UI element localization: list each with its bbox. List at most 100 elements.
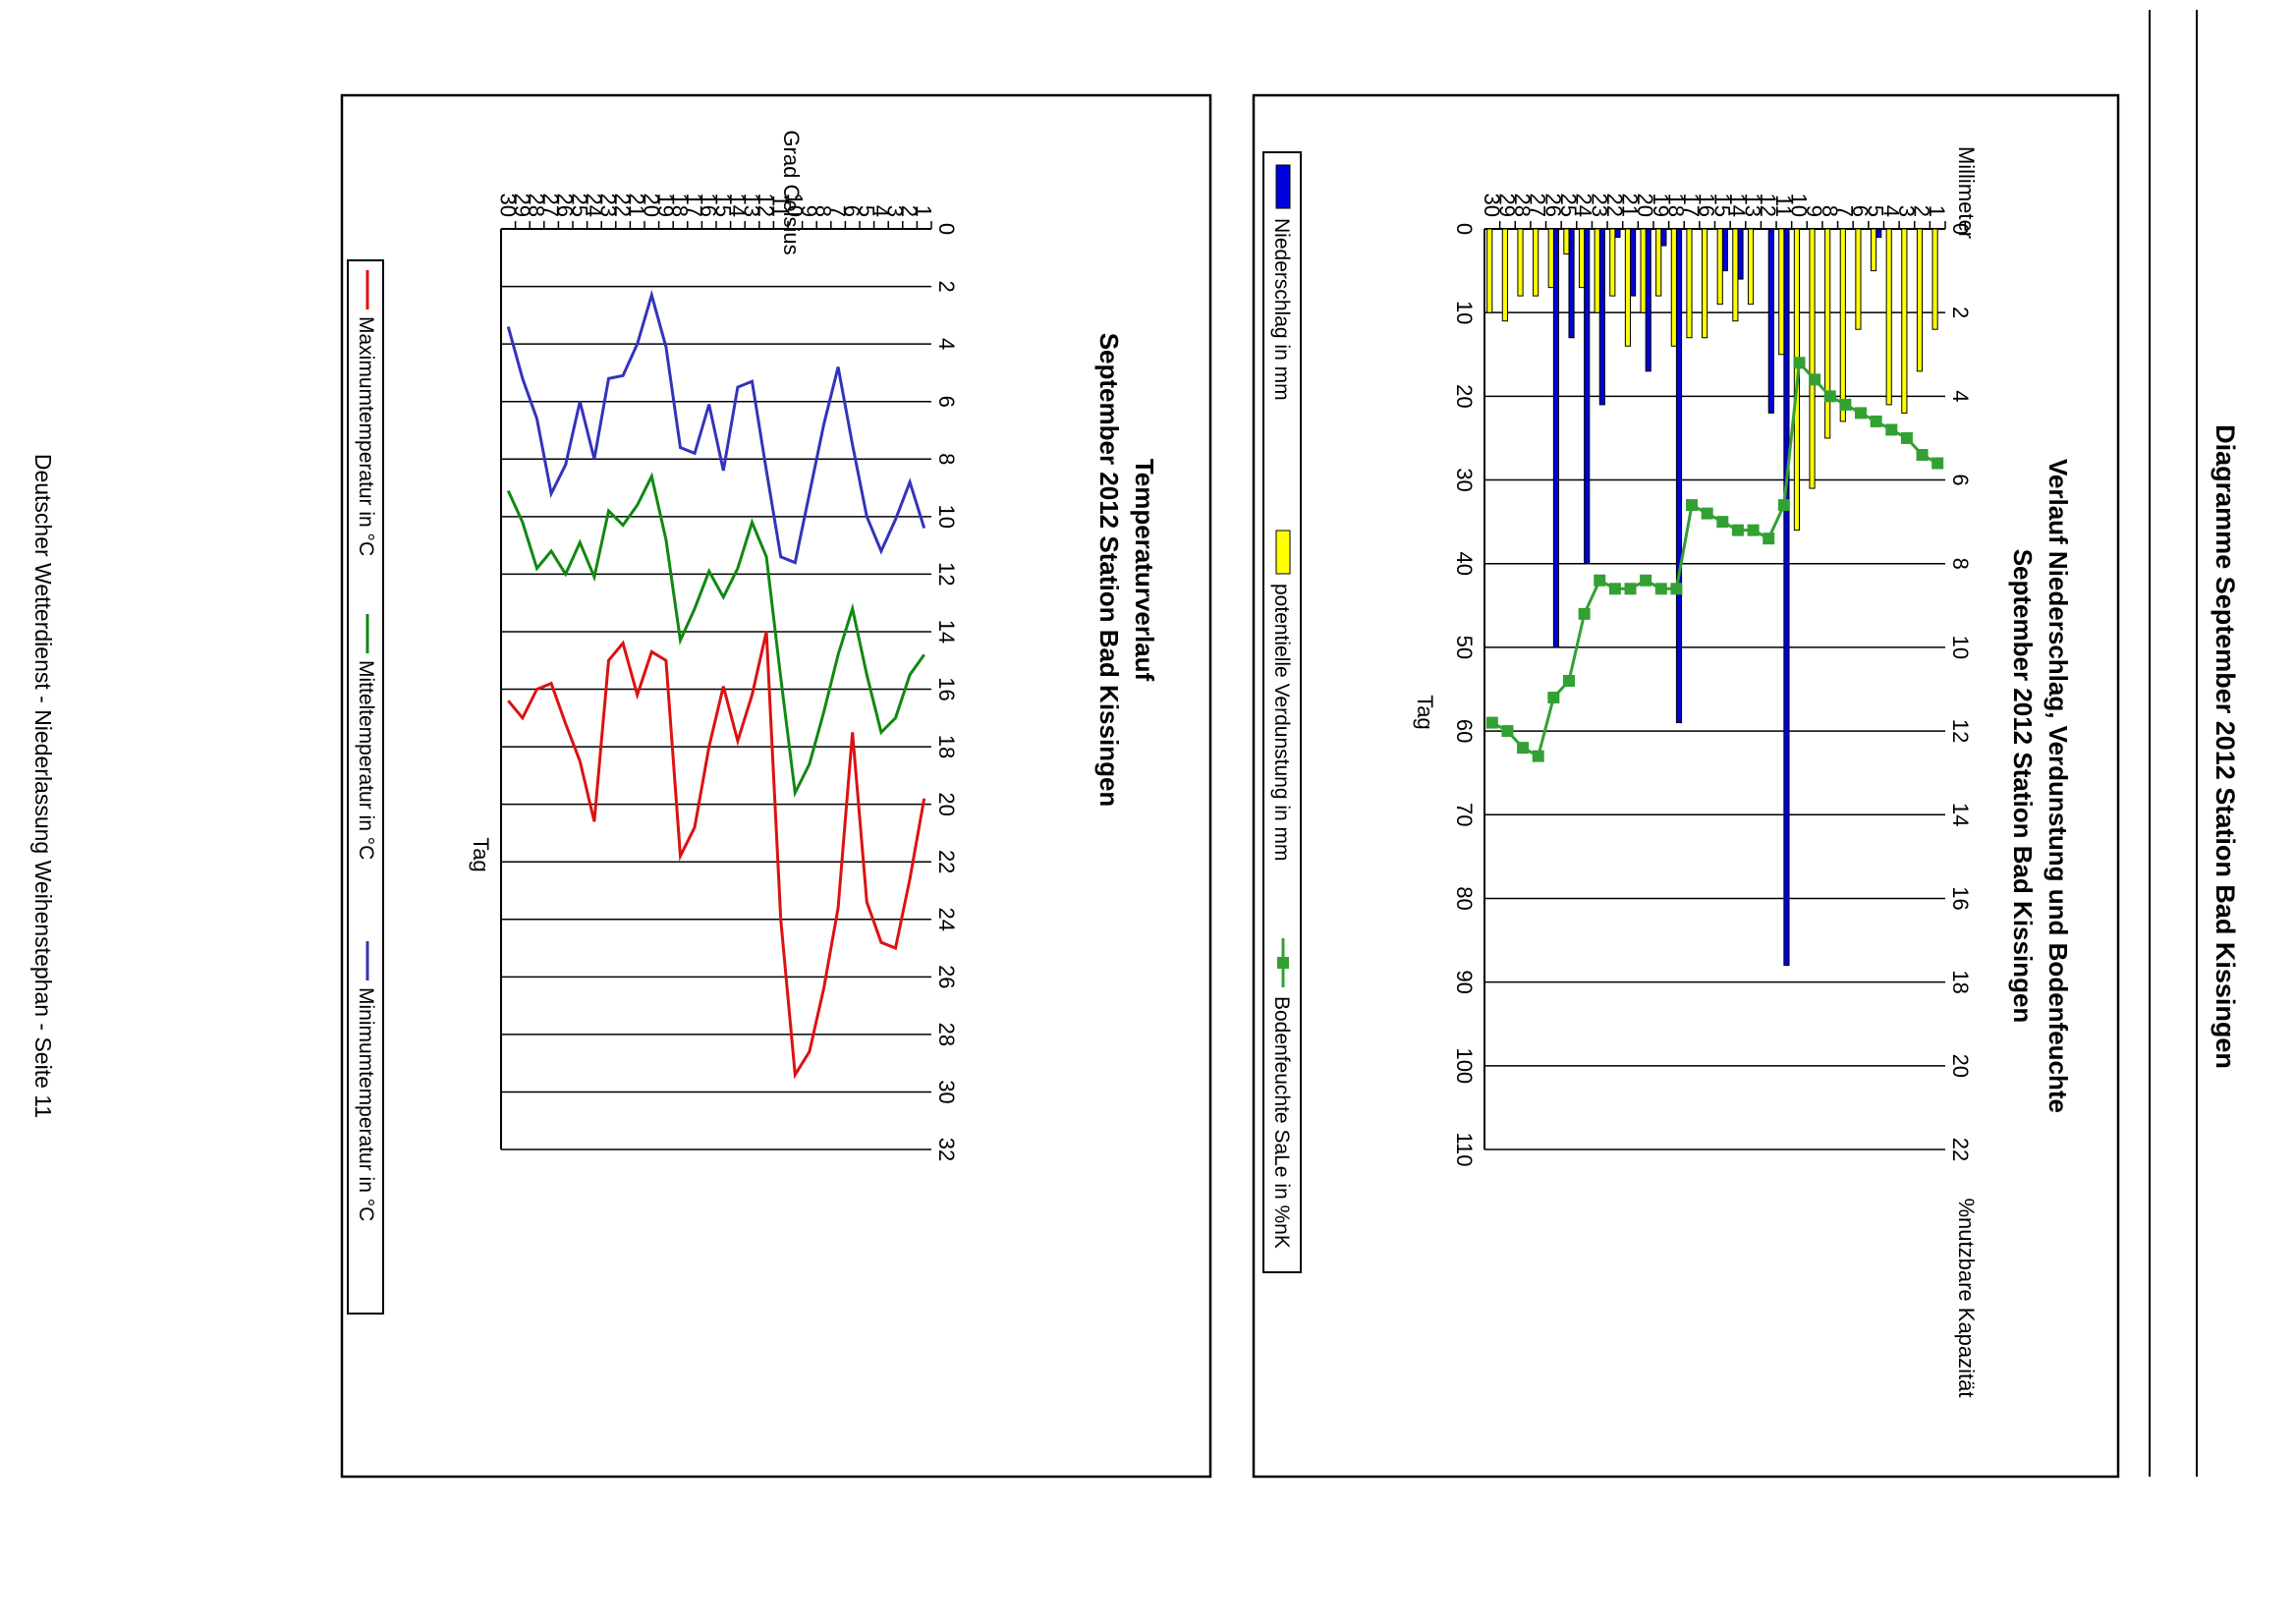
chart1-xtick-label: 7 <box>1832 205 1857 217</box>
chart2-xtick-label: 2 <box>897 205 922 217</box>
chart2-xtick-label: 27 <box>538 194 563 217</box>
chart1-ytick-right: 110 <box>1452 1132 1477 1166</box>
precip-bar <box>1783 228 1790 967</box>
chart1-xtick-label: 4 <box>1878 205 1903 217</box>
chart2-xtick-label: 12 <box>754 194 778 217</box>
evap-bar <box>1732 228 1739 322</box>
chart2-xtick-label: 28 <box>525 194 549 217</box>
chart1-xtick-label: 30 <box>1480 194 1504 217</box>
soil-moisture-point <box>1716 516 1729 529</box>
chart1-xtick-label: 20 <box>1633 194 1657 217</box>
chart2-xtick-label: 20 <box>639 194 663 217</box>
chart1-xtick-label: 5 <box>1864 205 1888 217</box>
chart1-ytick-right: 40 <box>1452 551 1477 575</box>
chart2-ytick: 0 <box>934 223 959 235</box>
chart2-ytick: 6 <box>934 396 959 408</box>
soil-moisture-point <box>1855 407 1868 420</box>
chart2-xtick-label: 9 <box>797 205 821 217</box>
chart2-ytick: 12 <box>934 562 959 586</box>
soil-moisture-point <box>1763 532 1775 545</box>
soil-moisture-point <box>1793 357 1806 369</box>
chart2-ylabel: Grad Celsius <box>779 130 804 254</box>
chart2-xtick-label: 8 <box>812 205 836 217</box>
chart1-xtick-label: 10 <box>1786 194 1811 217</box>
chart1-xtick-label: 16 <box>1695 194 1719 217</box>
chart2-xtick-label: 1 <box>912 205 936 217</box>
soil-moisture-point <box>1640 574 1652 587</box>
max-temperature-line <box>507 631 926 1080</box>
chart2-legend: Maximumtemperatur in °C Mitteltemperatur… <box>347 259 384 1315</box>
chart2-subtitle: September 2012 Station Bad Kissingen <box>1094 333 1124 808</box>
chart1-tick-labels: 0246810121416182022010203040506070809010… <box>1452 194 1973 1167</box>
evap-bar <box>1809 228 1816 489</box>
chart1-ytick-left: 18 <box>1948 970 1973 993</box>
soil-moisture-point <box>1809 373 1821 386</box>
evap-bar <box>1686 228 1693 339</box>
chart1-xtick-label: 17 <box>1679 194 1704 217</box>
chart2-xtick-label: 30 <box>495 194 520 217</box>
chart2-xtick-label: 16 <box>697 194 721 217</box>
chart2-xtick-label: 19 <box>653 194 678 217</box>
chart1-xtick-label: 12 <box>1756 194 1780 217</box>
chart1-ytick-right: 90 <box>1452 970 1477 993</box>
chart1-xtick-label: 26 <box>1540 194 1565 217</box>
chart2-ytick: 28 <box>934 1023 959 1046</box>
evap-bar <box>1578 228 1586 289</box>
chart1-ytick-right: 0 <box>1452 223 1477 235</box>
chart2-xtick-label: 5 <box>854 205 878 217</box>
chart1-ytick-right: 80 <box>1452 886 1477 910</box>
evap-bar <box>1517 228 1524 297</box>
chart1-xtick-label: 2 <box>1910 205 1934 217</box>
chart1-legend-box <box>1262 151 1302 1273</box>
chart2-ytick: 24 <box>934 908 959 931</box>
chart2-ytick: 10 <box>934 505 959 529</box>
evap-bar <box>1901 228 1908 414</box>
chart2-ytick: 32 <box>934 1138 959 1161</box>
chart1-xtick-label: 19 <box>1649 194 1673 217</box>
precip-bar <box>1875 228 1882 239</box>
chart1-ytick-right: 60 <box>1452 719 1477 743</box>
chart2-ytick: 18 <box>934 735 959 758</box>
chart1-ytick-left: 20 <box>1948 1054 1973 1078</box>
soil-moisture-point <box>1562 674 1575 687</box>
evap-bar <box>1778 228 1785 356</box>
chart1-xtick-label: 3 <box>1894 205 1919 217</box>
legend-swatch-evap <box>1275 530 1291 575</box>
chart1-ytick-left: 8 <box>1948 558 1973 570</box>
evap-bar <box>1716 228 1723 306</box>
soil-moisture-point <box>1777 499 1790 512</box>
chart2-ytick: 2 <box>934 280 959 292</box>
chart2-ytick: 16 <box>934 677 959 700</box>
soil-moisture-point <box>1594 574 1606 587</box>
chart1-ytick-left: 22 <box>1948 1138 1973 1161</box>
chart2-xtick-label: 4 <box>868 205 893 217</box>
chart1-ytick-left: 0 <box>1948 223 1973 235</box>
chart1-xtick-label: 14 <box>1725 194 1750 217</box>
legend-label-tmin: Minimumtemperatur in °C <box>355 987 377 1221</box>
legend-label-soil: Bodenfeuchte SaLe in %nK <box>1270 996 1293 1249</box>
legend-marker-soil <box>1277 957 1289 969</box>
chart1-xtick-label: 22 <box>1602 194 1627 217</box>
evap-bar <box>1533 228 1539 297</box>
precip-bar <box>1645 228 1651 372</box>
chart1-ytick-right: 70 <box>1452 803 1477 826</box>
chart2-ytick: 14 <box>934 620 959 644</box>
evap-bar <box>1670 228 1677 347</box>
evap-bar <box>1747 228 1755 306</box>
precip-bar <box>1584 228 1591 565</box>
chart2-legend-box <box>347 259 384 1315</box>
chart2-tick-labels: 0246810121416182022242628303212345678910… <box>495 194 959 1162</box>
soil-moisture-point <box>1731 524 1744 536</box>
chart1-xlabel: Tag <box>1413 695 1437 729</box>
soil-moisture-point <box>1532 750 1544 762</box>
chart2-xtick-label: 11 <box>768 195 793 217</box>
chart1-ytick-left: 16 <box>1948 886 1973 910</box>
soil-moisture-point <box>1485 716 1498 729</box>
soil-moisture-point <box>1578 607 1591 620</box>
chart2-xtick-label: 10 <box>782 194 807 217</box>
precip-bar <box>1660 228 1667 247</box>
chart2-xtick-label: 21 <box>625 194 649 217</box>
chart1-gridlines <box>1483 221 1946 1150</box>
soil-moisture-point <box>1624 583 1637 595</box>
